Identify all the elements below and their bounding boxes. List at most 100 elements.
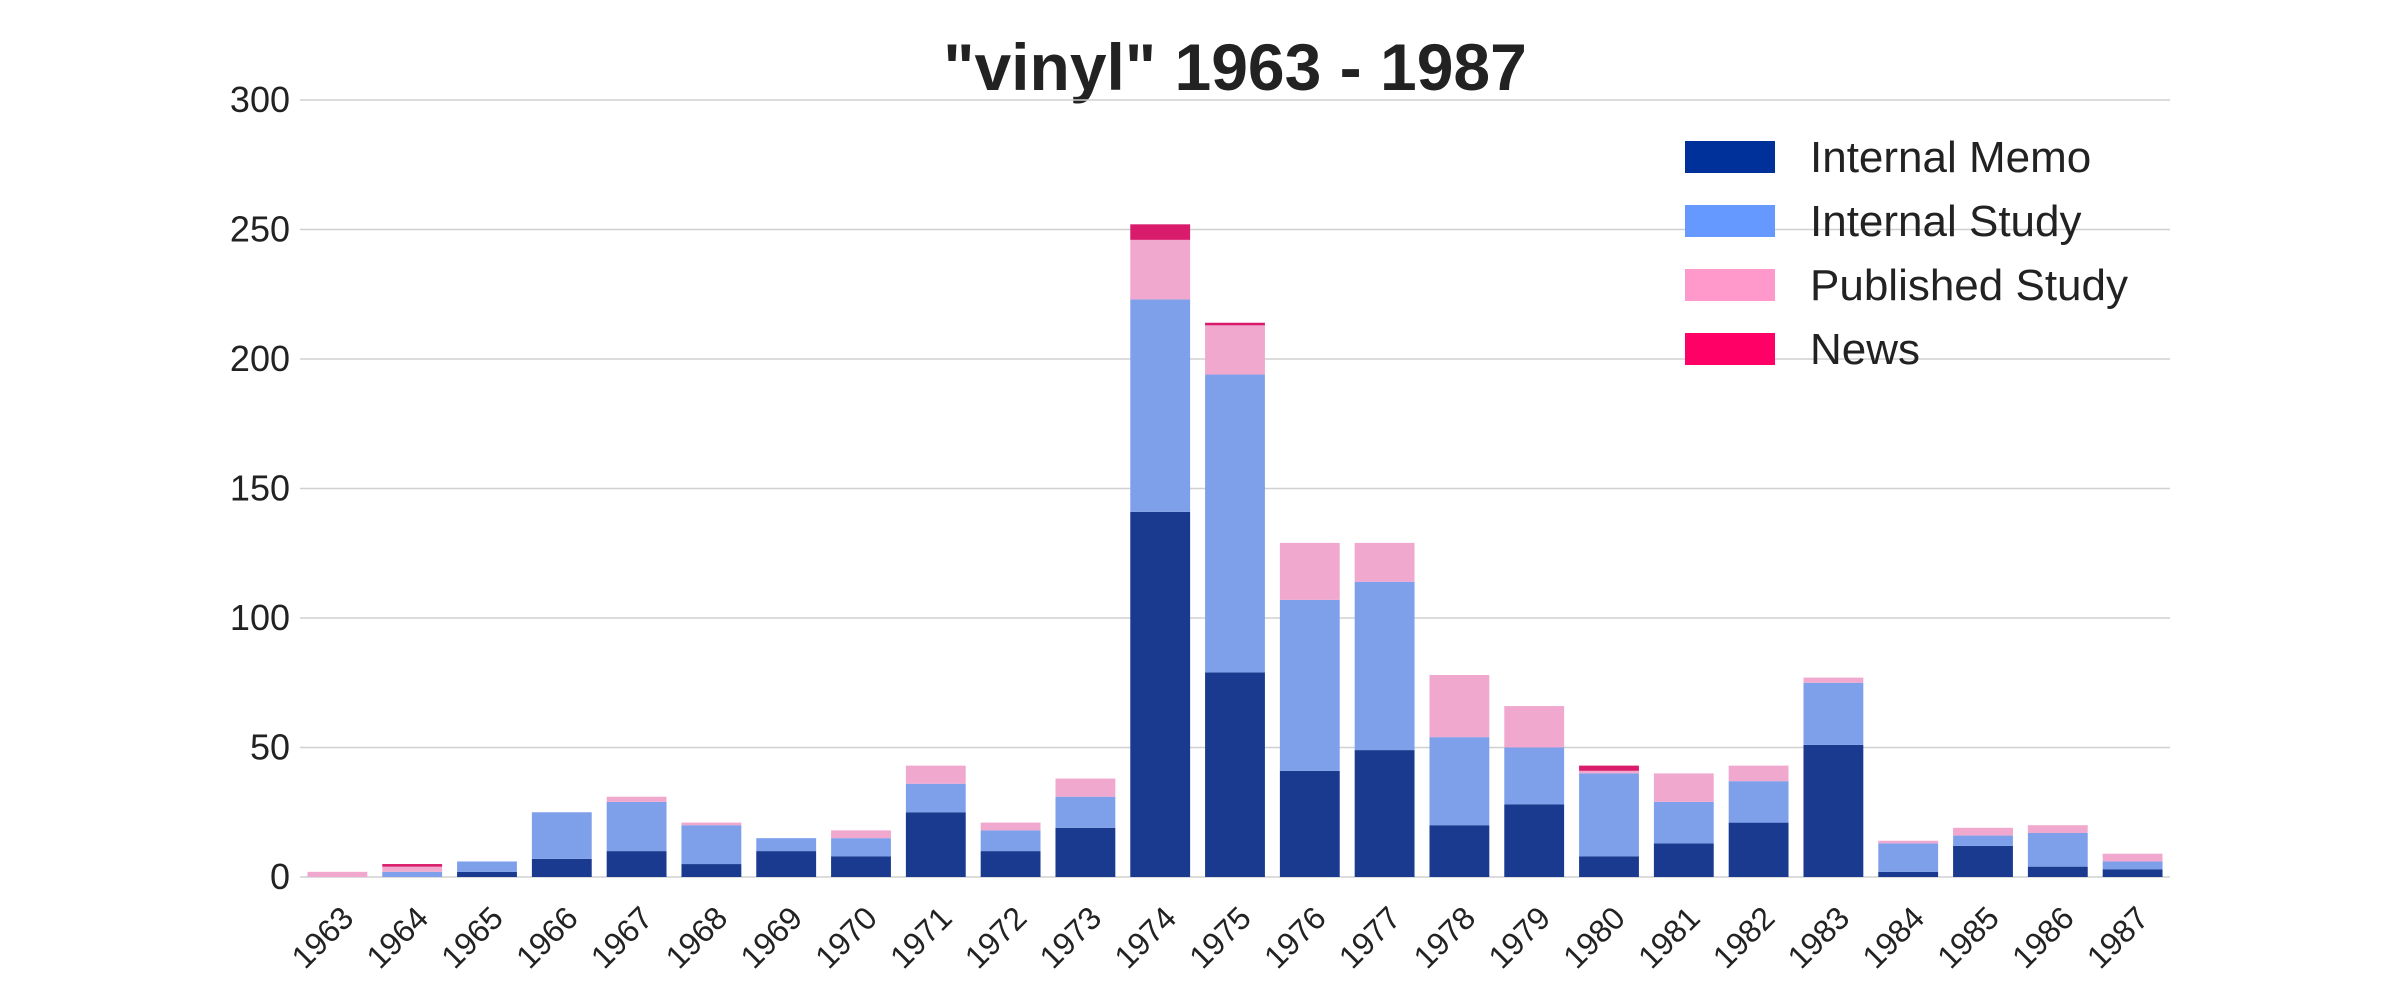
- x-tick-label: 1971: [883, 899, 959, 975]
- bar-segment-internal-memo: [1878, 871, 1939, 877]
- bar-segment-published-study: [1504, 706, 1565, 748]
- bar-segment-published-study: [1953, 827, 2013, 836]
- bar-segment-published-study: [1653, 773, 1714, 802]
- y-tick-label: 100: [230, 597, 290, 638]
- x-tick-label: 1970: [808, 899, 884, 975]
- y-tick-label: 0: [270, 856, 290, 897]
- legend-swatch: [1685, 269, 1775, 301]
- bar-segment-internal-study: [1429, 737, 1490, 826]
- bar-segment-internal-study: [756, 838, 817, 852]
- bar-segment-published-study: [307, 871, 368, 877]
- y-tick-label: 200: [230, 338, 290, 379]
- bar-segment-internal-study: [606, 801, 667, 852]
- x-tick-label: 1969: [733, 899, 809, 975]
- x-tick-label: 1967: [584, 899, 660, 975]
- legend-swatch: [1685, 333, 1775, 365]
- x-tick-label: 1982: [1706, 899, 1782, 975]
- bar-segment-internal-study: [1354, 581, 1415, 751]
- bar-segment-internal-study: [681, 825, 742, 865]
- bar-segment-published-study: [606, 796, 667, 802]
- bar-segment-published-study: [681, 822, 742, 826]
- bar-segment-internal-memo: [1354, 750, 1415, 877]
- x-tick-label: 1983: [1781, 899, 1857, 975]
- bar-segment-internal-study: [1803, 682, 1864, 745]
- bar-segment-internal-memo: [980, 851, 1041, 877]
- bar-segment-published-study: [831, 830, 891, 839]
- legend-swatch: [1685, 205, 1775, 237]
- x-tick-label: 1968: [659, 899, 735, 975]
- bar-segment-internal-memo: [1953, 845, 2013, 877]
- x-tick-label: 1973: [1033, 899, 1109, 975]
- bar-segment-internal-memo: [1728, 822, 1789, 877]
- bar-segment-internal-study: [831, 838, 891, 857]
- bar-segment-internal-study: [2102, 861, 2163, 870]
- bar-segment-published-study: [1354, 542, 1415, 582]
- x-tick-label: 1972: [958, 899, 1034, 975]
- bar-segment-internal-memo: [1130, 511, 1191, 877]
- x-tick-label: 1964: [359, 899, 435, 975]
- bar-segment-news: [1579, 765, 1639, 771]
- x-axis-ticks: 1963 1964 1965 1966 1967 1968 1969 1970 1971 1972…: [285, 899, 2156, 975]
- x-tick-label: 1976: [1257, 899, 1333, 975]
- bar-segment-internal-memo: [756, 851, 817, 877]
- legend-label: News: [1810, 325, 1920, 374]
- legend: Internal Memo Internal Study Published Stu…: [1685, 133, 2128, 374]
- x-tick-label: 1978: [1407, 899, 1483, 975]
- bar-segment-internal-study: [1279, 599, 1340, 771]
- x-tick-label: 1966: [509, 899, 585, 975]
- bar-segment-internal-study: [1653, 801, 1714, 844]
- bar-segment-published-study: [905, 765, 966, 784]
- bar-segment-published-study: [2102, 853, 2163, 862]
- bar-segment-news: [1205, 322, 1265, 326]
- bar-segment-internal-study: [1878, 843, 1939, 872]
- bar-segment-internal-study: [1728, 781, 1789, 823]
- bar-segment-published-study: [1803, 677, 1864, 683]
- bar-segment-internal-memo: [681, 864, 742, 877]
- bar-segment-published-study: [980, 822, 1041, 831]
- bar-segment-internal-memo: [1504, 804, 1565, 877]
- bar-segment-internal-study: [980, 830, 1041, 852]
- bar-segment-internal-memo: [1055, 827, 1116, 877]
- bar-segment-internal-study: [382, 871, 443, 877]
- bars: [307, 224, 2163, 877]
- bar-segment-internal-memo: [1803, 744, 1864, 877]
- bar-segment-internal-memo: [831, 856, 891, 877]
- legend-swatch: [1685, 141, 1775, 173]
- bar-segment-internal-study: [457, 861, 517, 872]
- bar-segment-internal-study: [1055, 796, 1116, 828]
- bar-segment-news: [382, 864, 443, 867]
- bar-segment-published-study: [1130, 239, 1191, 300]
- bar-segment-published-study: [382, 866, 443, 872]
- y-tick-label: 150: [230, 468, 290, 509]
- bar-segment-internal-study: [2027, 832, 2088, 867]
- bar-segment-published-study: [1279, 542, 1340, 600]
- bar-segment-internal-study: [531, 812, 592, 859]
- bar-segment-internal-memo: [2027, 866, 2088, 877]
- bar-segment-internal-study: [905, 783, 966, 813]
- bar-segment-internal-memo: [1579, 856, 1639, 877]
- y-tick-label: 50: [250, 727, 290, 768]
- bar-segment-published-study: [2027, 825, 2088, 833]
- x-tick-label: 1965: [434, 899, 510, 975]
- bar-segment-internal-study: [1579, 773, 1639, 857]
- y-tick-label: 250: [230, 209, 290, 250]
- x-tick-label: 1984: [1855, 899, 1931, 975]
- y-tick-label: 300: [230, 79, 290, 120]
- bar-segment-published-study: [1055, 778, 1116, 797]
- bar-segment-internal-study: [1504, 747, 1565, 805]
- bar-segment-published-study: [1728, 765, 1789, 782]
- bar-segment-internal-memo: [1205, 672, 1265, 877]
- bar-segment-internal-memo: [457, 871, 517, 877]
- chart-title: "vinyl" 1963 - 1987: [943, 30, 1527, 104]
- x-tick-label: 1963: [285, 899, 361, 975]
- bar-segment-internal-memo: [1653, 843, 1714, 877]
- legend-label: Published Study: [1810, 261, 2128, 310]
- bar-segment-published-study: [1429, 674, 1490, 738]
- bar-segment-internal-memo: [905, 812, 966, 877]
- bar-segment-published-study: [1878, 840, 1939, 844]
- bar-segment-internal-memo: [606, 851, 667, 877]
- x-tick-label: 1987: [2080, 899, 2156, 975]
- x-tick-label: 1981: [1631, 899, 1707, 975]
- bar-segment-internal-memo: [531, 858, 592, 877]
